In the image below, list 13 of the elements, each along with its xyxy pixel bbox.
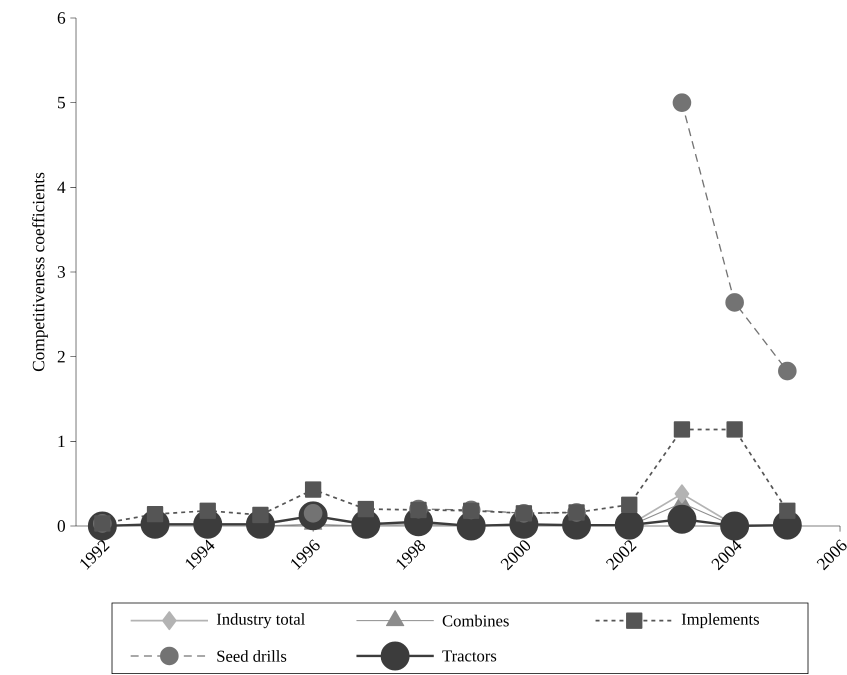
y-tick-label: 2 [58, 350, 65, 362]
y-tick-label: 5 [58, 96, 65, 108]
y-tick-label: 1 [58, 436, 65, 448]
legend-label: Tractors [442, 650, 496, 662]
y-tick-label: 4 [57, 182, 66, 193]
legend-label: Seed drills [217, 650, 286, 662]
legend-label: Industry total [216, 613, 305, 628]
y-tick-label: 0 [58, 520, 65, 532]
legend-label: Combines [442, 614, 509, 626]
y-tick-label: 3 [58, 266, 65, 278]
legend-label: Implements [682, 613, 759, 628]
y-tick-label: 6 [58, 12, 66, 24]
y-axis-title: Competitiveness coefficients [32, 172, 48, 372]
